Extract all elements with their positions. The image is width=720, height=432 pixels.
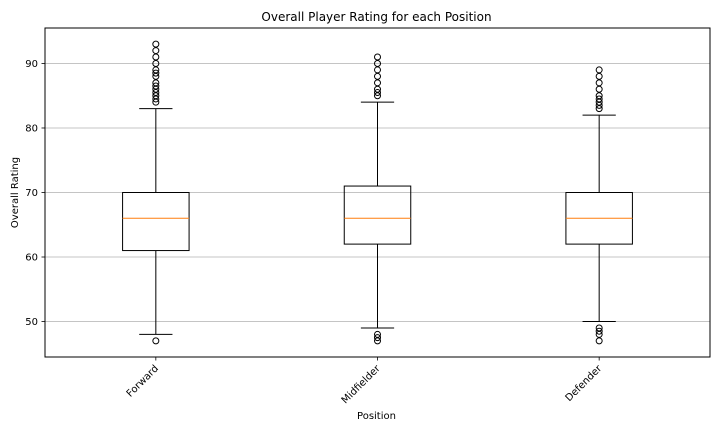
x-tick-label: Midfielder — [340, 363, 383, 406]
outlier-point — [595, 79, 603, 87]
outlier-point — [374, 66, 381, 74]
x-axis-label: Position — [357, 411, 396, 422]
outlier-point — [595, 95, 603, 103]
y-tick-label: 80 — [25, 123, 38, 134]
x-tick-label: Forward — [125, 363, 161, 399]
y-tick-label: 60 — [25, 253, 38, 264]
iqr-box — [343, 185, 412, 245]
box-midfielder — [343, 53, 412, 345]
x-tick-label: Defender — [564, 363, 605, 404]
outlier-point — [374, 72, 381, 80]
chart-title: Overall Player Rating for each Position — [261, 10, 491, 24]
boxes-layer — [122, 40, 633, 345]
outlier-point — [152, 82, 160, 90]
outlier-point — [595, 324, 603, 332]
outlier-point — [595, 72, 603, 80]
outlier-point — [374, 53, 381, 61]
outlier-point — [595, 327, 603, 335]
outlier-point — [152, 47, 160, 55]
outlier-point — [374, 89, 381, 97]
box-defender — [565, 66, 633, 345]
x-axis-ticks: Forward Midfielder Defender — [125, 357, 605, 406]
outlier-point — [595, 85, 603, 93]
y-tick-label: 90 — [25, 59, 38, 70]
outlier-point — [374, 79, 381, 87]
y-tick-label: 50 — [25, 317, 38, 328]
iqr-box — [122, 192, 190, 252]
outlier-point — [595, 337, 603, 345]
outlier-point — [595, 66, 603, 74]
y-axis-label: Overall Rating — [10, 157, 21, 228]
outlier-point — [152, 69, 160, 77]
outlier-point — [152, 337, 160, 345]
outlier-point — [152, 53, 160, 61]
y-axis-ticks: 50 60 70 80 90 — [25, 59, 45, 328]
outlier-point — [374, 334, 381, 342]
outlier-point — [374, 330, 381, 338]
box-forward — [122, 40, 190, 345]
y-tick-label: 70 — [25, 188, 38, 199]
outlier-point — [152, 40, 160, 48]
